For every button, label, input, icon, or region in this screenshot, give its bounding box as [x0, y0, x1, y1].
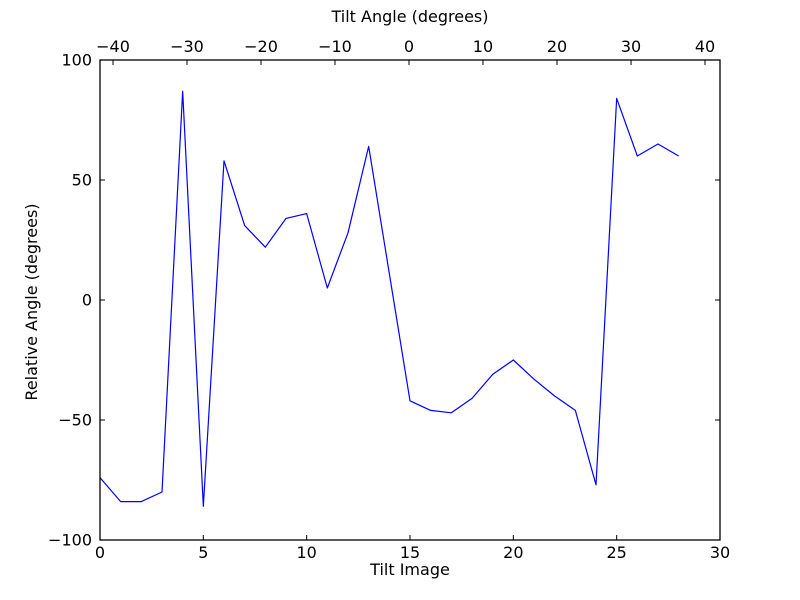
top-tick-label: −40	[96, 37, 130, 56]
plot-frame	[99, 59, 721, 541]
data-line	[99, 90, 679, 507]
x-tick-label: 0	[95, 543, 105, 562]
y-tick-label: 50	[72, 171, 92, 190]
y-axis-title: Relative Angle (degrees)	[22, 203, 41, 401]
top-tick-label: 40	[695, 37, 715, 56]
x-tick-label: 5	[198, 543, 208, 562]
top-tick-label: 30	[621, 37, 641, 56]
top-tick-label: 0	[404, 37, 414, 56]
top-tick-label: 10	[473, 37, 493, 56]
top-tick-label: −30	[170, 37, 204, 56]
top-axis-title: Tilt Angle (degrees)	[331, 7, 489, 26]
y-tick-label: 100	[61, 51, 92, 70]
top-tick-label: 20	[547, 37, 567, 56]
top-tick-label: −10	[318, 37, 352, 56]
y-tick-label: −100	[48, 531, 92, 550]
x-tick-label: 30	[710, 543, 730, 562]
x-axis-title: Tilt Image	[370, 560, 450, 579]
x-tick-label: 10	[296, 543, 316, 562]
y-tick-label: 0	[82, 291, 92, 310]
y-tick-label: −50	[58, 411, 92, 430]
top-tick-label: −20	[244, 37, 278, 56]
x-tick-label: 15	[400, 543, 420, 562]
x-tick-label: 20	[503, 543, 523, 562]
x-tick-label: 25	[606, 543, 626, 562]
